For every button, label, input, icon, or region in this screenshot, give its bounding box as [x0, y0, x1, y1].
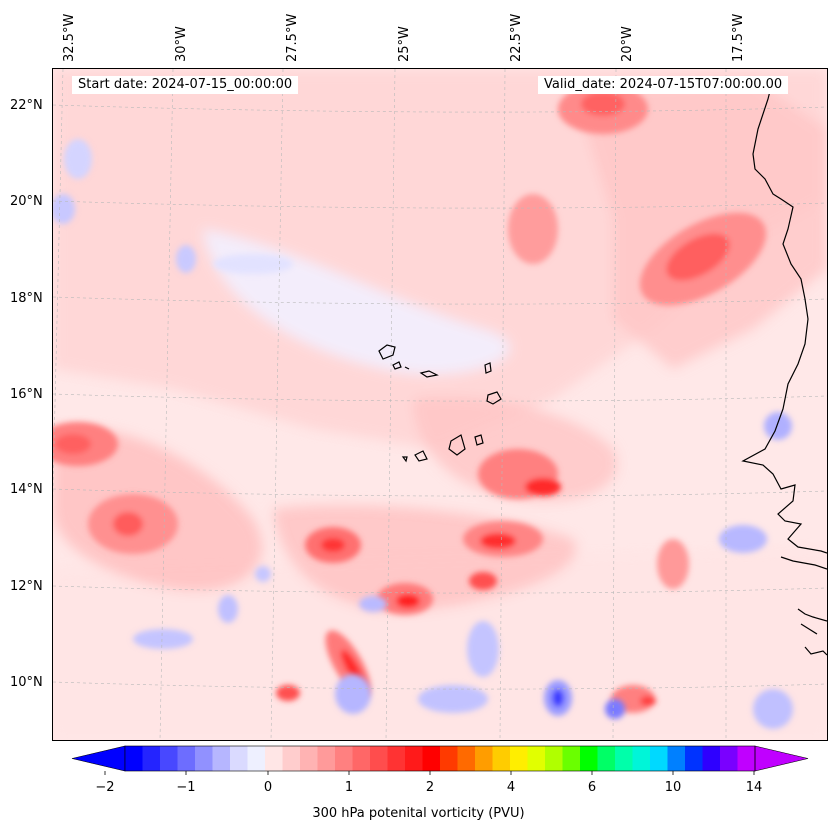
colorbar-swatch — [387, 746, 406, 771]
colorbar-swatch — [405, 746, 423, 771]
colorbar-swatch — [492, 746, 511, 771]
colorbar-swatch — [212, 746, 231, 771]
colorbar-swatch — [475, 746, 493, 771]
longitude-label: 17.5°W — [731, 13, 746, 62]
colorbar-swatch — [597, 746, 616, 771]
colorbar-label: 300 hPa potenital vorticity (PVU) — [312, 806, 525, 821]
latitude-label: 12°N — [10, 579, 43, 594]
pv-low-contours — [53, 139, 793, 729]
latitude-label: 22°N — [10, 98, 43, 113]
colorbar-swatch — [335, 746, 353, 771]
colorbar-swatch — [265, 746, 283, 771]
colorbar-tick-label: 6 — [587, 780, 597, 795]
pv-field — [53, 69, 827, 740]
colorbar — [71, 745, 809, 775]
longitude-label: 32.5°W — [62, 13, 77, 62]
colorbar-swatch — [457, 746, 476, 771]
longitude-label: 20°W — [620, 26, 635, 62]
start-date-label: Start date: 2024-07-15_00:00:00 — [72, 76, 299, 94]
graticule — [53, 69, 827, 740]
latitude-label: 18°N — [10, 291, 43, 306]
colorbar-swatch — [510, 746, 528, 771]
longitude-label: 30°W — [174, 26, 189, 62]
latitude-label: 14°N — [10, 482, 43, 497]
colorbar-swatch — [737, 746, 756, 771]
colorbar-swatch — [352, 746, 371, 771]
colorbar-extend-low — [71, 745, 126, 772]
coastline — [378, 78, 827, 656]
colorbar-swatch — [632, 746, 651, 771]
colorbar-swatch — [667, 746, 686, 771]
colorbar-tick-label: 2 — [425, 780, 435, 795]
colorbar-swatch — [317, 746, 336, 771]
colorbar-swatch — [125, 746, 143, 771]
colorbar-tick-label: 10 — [664, 780, 682, 795]
colorbar-swatch — [615, 746, 633, 771]
colorbar-swatch — [422, 746, 441, 771]
longitude-label: 25°W — [397, 26, 412, 62]
colorbar-swatch — [195, 746, 213, 771]
colorbar-swatch — [177, 746, 196, 771]
colorbar-swatch — [650, 746, 668, 771]
colorbar-swatch — [685, 746, 703, 771]
latitude-label: 16°N — [10, 387, 43, 402]
colorbar-swatch — [720, 746, 738, 771]
colorbar-swatch — [300, 746, 318, 771]
colorbar-swatch — [440, 746, 458, 771]
colorbar-swatch — [247, 746, 266, 771]
colorbar-swatch — [370, 746, 388, 771]
colorbar-swatch — [230, 746, 248, 771]
pv-high-contours — [53, 84, 767, 713]
colorbar-outline — [124, 745, 756, 772]
colorbar-swatch — [562, 746, 581, 771]
valid-date-label: Valid_date: 2024-07-15T07:00:00.00 — [538, 76, 789, 94]
colorbar-tick-label: 14 — [745, 780, 763, 795]
colorbar-swatch — [702, 746, 721, 771]
colorbar-tick-label: −2 — [95, 780, 115, 795]
colorbar-swatch — [545, 746, 563, 771]
map-panel — [52, 68, 828, 741]
longitude-label: 22.5°W — [509, 13, 524, 62]
colorbar-swatch — [160, 746, 178, 771]
latitude-label: 10°N — [10, 675, 43, 690]
colorbar-tick-label: 1 — [344, 780, 354, 795]
colorbar-tick-label: 4 — [506, 780, 516, 795]
longitude-label: 27.5°W — [285, 13, 300, 62]
colorbar-swatch — [282, 746, 301, 771]
colorbar-swatch — [580, 746, 598, 771]
colorbar-swatch — [527, 746, 546, 771]
latitude-label: 20°N — [10, 194, 43, 209]
colorbar-tick-label: 0 — [263, 780, 273, 795]
colorbar-tick-label: −1 — [176, 780, 196, 795]
colorbar-swatch — [142, 746, 161, 771]
colorbar-extend-high — [754, 745, 809, 772]
